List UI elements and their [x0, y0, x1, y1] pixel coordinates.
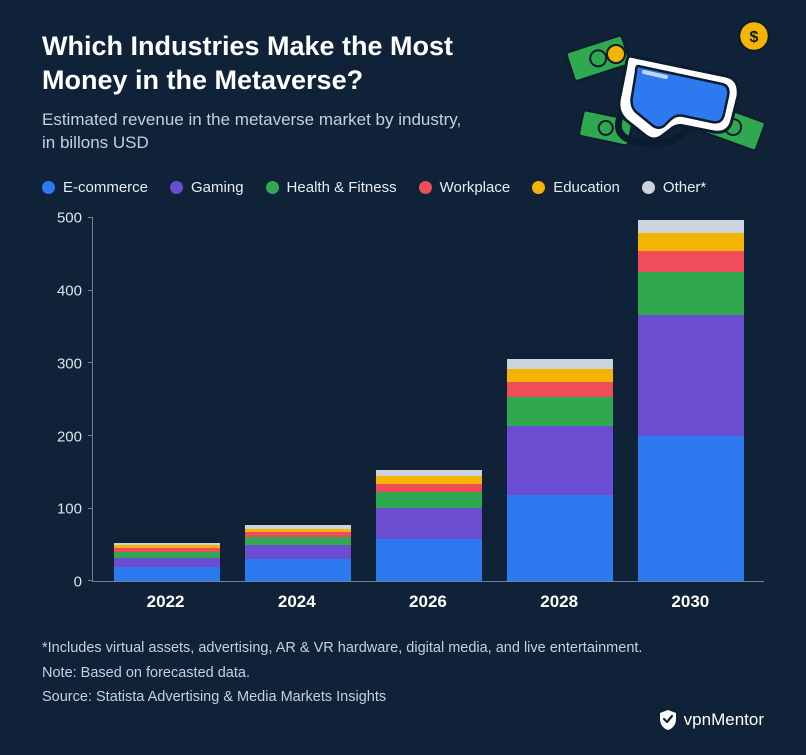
bar-segment: [376, 539, 482, 581]
bar-segment: [507, 426, 613, 495]
brand-logo: vpnMentor: [658, 709, 764, 731]
bar-segment: [114, 558, 220, 567]
legend-swatch: [642, 181, 655, 194]
x-tick-label: 2028: [506, 582, 612, 618]
bar-segment: [507, 495, 613, 581]
legend-item: Education: [532, 179, 620, 196]
bar-segment: [638, 315, 744, 435]
revenue-chart: 0100200300400500 20222024202620282030: [42, 218, 764, 618]
bar-segment: [638, 272, 744, 316]
bar-segment: [376, 492, 482, 508]
legend-item: Gaming: [170, 179, 244, 196]
y-tick-label: 200: [42, 428, 82, 445]
bar-segment: [376, 476, 482, 483]
bar-segment: [638, 220, 744, 233]
bar-column: [245, 525, 351, 581]
page-title: Which Industries Make the Most Money in …: [42, 30, 542, 98]
bar-segment: [507, 382, 613, 397]
legend-swatch: [532, 181, 545, 194]
footnote-line: Note: Based on forecasted data.: [42, 661, 764, 686]
legend-swatch: [170, 181, 183, 194]
bar-column: [376, 470, 482, 581]
legend-item: Other*: [642, 179, 706, 196]
bar-column: [638, 220, 744, 581]
footnotes: *Includes virtual assets, advertising, A…: [42, 636, 764, 710]
bar-segment: [245, 537, 351, 544]
legend: E-commerce Gaming Health & Fitness Workplac…: [42, 179, 764, 196]
legend-label: Health & Fitness: [287, 179, 397, 196]
x-tick-label: 2026: [375, 582, 481, 618]
legend-swatch: [419, 181, 432, 194]
legend-label: Workplace: [440, 179, 511, 196]
bar-segment: [245, 559, 351, 581]
brand-text: vpnMentor: [684, 710, 764, 730]
bar-column: [114, 543, 220, 581]
legend-label: Education: [553, 179, 620, 196]
bar-segment: [507, 359, 613, 369]
legend-item: E-commerce: [42, 179, 148, 196]
y-tick-label: 300: [42, 355, 82, 372]
y-tick-label: 500: [42, 210, 82, 227]
footnote-line: *Includes virtual assets, advertising, A…: [42, 636, 764, 661]
legend-label: E-commerce: [63, 179, 148, 196]
bar-segment: [638, 251, 744, 271]
bar-segment: [114, 567, 220, 582]
plot-area: [92, 218, 764, 582]
bar-segment: [245, 545, 351, 560]
shield-icon: [658, 709, 678, 731]
bar-column: [507, 359, 613, 581]
legend-swatch: [266, 181, 279, 194]
x-axis: 2022 2024 2026 2028 2030: [92, 582, 764, 618]
bar-segment: [376, 484, 482, 493]
x-tick-label: 2030: [637, 582, 743, 618]
page-subtitle: Estimated revenue in the metaverse marke…: [42, 108, 472, 156]
x-tick-label: 2024: [244, 582, 350, 618]
legend-item: Workplace: [419, 179, 511, 196]
legend-label: Gaming: [191, 179, 244, 196]
legend-item: Health & Fitness: [266, 179, 397, 196]
bar-segment: [507, 397, 613, 426]
svg-text:$: $: [750, 29, 759, 46]
y-tick-label: 400: [42, 282, 82, 299]
bar-segment: [638, 436, 744, 582]
legend-label: Other*: [663, 179, 706, 196]
bar-segment: [376, 508, 482, 539]
y-tick-label: 100: [42, 501, 82, 518]
bar-segment: [507, 369, 613, 382]
y-tick-label: 0: [42, 574, 82, 591]
hero-illustration: $: [556, 18, 776, 158]
legend-swatch: [42, 181, 55, 194]
bar-segment: [638, 233, 744, 251]
x-tick-label: 2022: [113, 582, 219, 618]
footnote-line: Source: Statista Advertising & Media Mar…: [42, 685, 764, 710]
y-axis: 0100200300400500: [42, 218, 92, 582]
